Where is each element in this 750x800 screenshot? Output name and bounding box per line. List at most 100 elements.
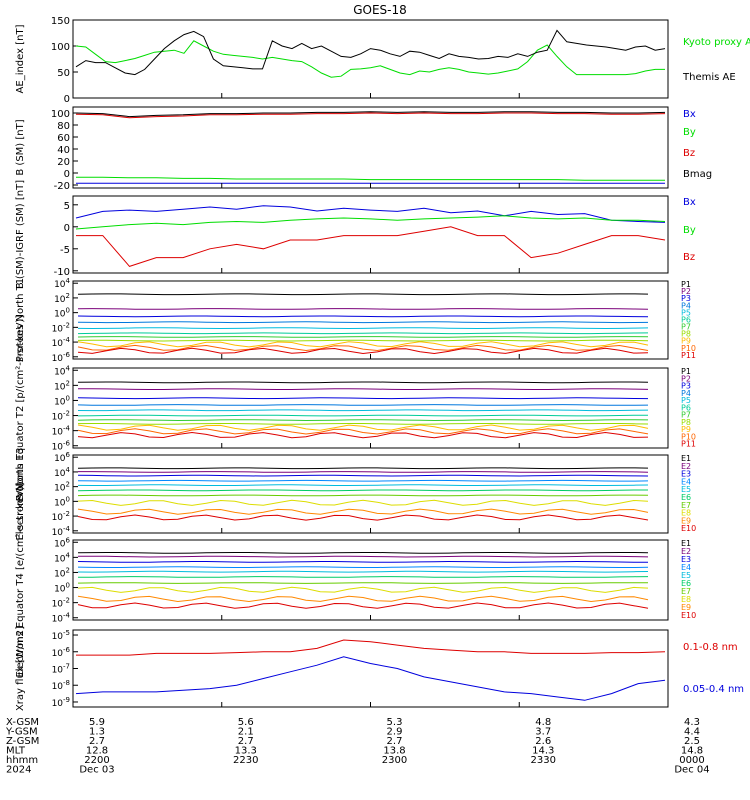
panel-frame [72,106,669,189]
legend-entry: P11 [681,440,696,449]
legend-entry: Bx [683,197,696,208]
x-axis-value: 2.9 [387,727,403,738]
y-tick-label: 10-7 [52,663,70,676]
flux-line [77,586,649,593]
legend-entry: E9 [681,516,691,525]
x-axis-value: Dec 04 [674,765,709,776]
y-axis-label: AE_index [nT] [15,24,26,93]
x-axis-row-label: X-GSM [6,717,39,728]
y-axis-label: B (SM)-IGRF (SM) [nT] [15,180,26,289]
x-axis-value: 3.7 [535,727,551,738]
y-tick-label: 104 [54,277,70,290]
y-tick-label: 102 [54,566,70,579]
legend-entry: 0.05-0.4 nm [683,684,744,695]
y-tick-label: 5 [64,201,70,212]
flux-line [77,582,649,584]
y-tick-label: 150 [51,16,70,27]
legend-entry: E1 [681,539,691,548]
legend-entry: E10 [681,524,696,533]
flux-line [77,484,649,486]
chart-title: GOES-18 [353,3,407,17]
y-tick-label: 100 [54,307,70,320]
y-tick-label: 104 [54,551,70,564]
flux-line [77,424,649,431]
x-axis-value: 4.8 [535,717,551,728]
flux-line [77,423,649,425]
series-line-0-05-0-4-nm [75,656,666,701]
flux-line [77,381,649,384]
flux-line [77,602,649,609]
legend-entry: P8 [681,418,691,427]
legend-entry: P10 [681,432,696,441]
y-tick-label: 80 [57,121,70,132]
legend-entry: Bz [683,252,695,263]
y-tick-label: -5 [60,245,70,256]
x-axis-value: 12.8 [86,746,108,757]
flux-line [77,308,649,310]
flux-line [77,339,649,342]
legend-entry: P5 [681,396,691,405]
flux-line [77,474,649,477]
series-line-0-1-0-8-nm [76,639,666,656]
flux-line [77,409,649,412]
flux-line [77,489,648,492]
legend-entry: P7 [681,323,691,332]
legend-entry: P3 [681,382,691,391]
flux-line [77,428,649,435]
flux-line [77,494,649,497]
flux-line [77,336,649,338]
y-tick-label: 102 [54,292,70,305]
x-axis-row-label: MLT [6,746,26,757]
x-axis-value: Dec 03 [79,765,114,776]
legend-entry: E3 [681,555,691,564]
x-axis-value: 2.6 [535,736,551,747]
flux-line [78,471,649,473]
y-tick-label: 100 [54,495,70,508]
legend-entry: P6 [681,403,691,412]
y-tick-label: 100 [51,109,70,120]
y-tick-label: 10-2 [52,321,70,334]
x-axis-value: 2.7 [238,736,254,747]
y-tick-label: 20 [57,157,70,168]
panel-bigrf: B (SM)-IGRF (SM) [nT] -10 -5 0 5 Bx By Bz [15,180,696,289]
legend-entry: 0.1-0.8 nm [683,642,738,653]
x-axis-value: 5.6 [238,717,254,728]
series-line-bx [75,205,666,223]
legend-entry: P11 [681,351,696,360]
series-line-themis-ae [75,29,666,76]
x-axis-value: 2200 [84,755,109,766]
panel-p2: Protons Equator T2 [p/(cm²-s-sr-keV)] 10-… [15,315,696,502]
legend-entry: P7 [681,411,691,420]
flux-line [77,404,649,406]
flux-line [77,315,649,318]
panel-frame [72,19,669,99]
legend-entry: Themis AE [682,72,736,83]
y-tick-label: 10-9 [52,696,70,709]
x-axis-value: 13.8 [383,746,405,757]
legend-entry: P2 [681,374,691,383]
series-line-kyoto-proxy-ae [75,40,665,78]
flux-line [77,552,649,554]
legend-entry: P9 [681,337,691,346]
y-tick-label: 10-6 [52,646,71,659]
y-tick-label: 10-8 [52,679,70,692]
y-tick-label: 50 [57,68,70,79]
series-line-bz [76,226,666,267]
panel-e2: Electrons Equator T4 [e/(cm²-s-sr-keV)] 1… [15,482,696,677]
x-axis-value: 14.8 [681,746,703,757]
y-tick-label: 10-2 [52,410,70,423]
legend-entry: P3 [681,294,691,303]
legend-entry: E5 [681,485,691,494]
legend-entry: P1 [681,280,691,289]
legend-entry: P4 [681,301,691,310]
y-axis-label: Protons North T1 [15,278,26,362]
legend-entry: E2 [681,462,691,471]
x-axis-value: 1.3 [89,727,105,738]
y-tick-label: 10-5 [52,629,70,642]
x-axis-value: 5.3 [387,717,403,728]
flux-line [77,595,649,603]
legend-entry: P1 [681,367,691,376]
legend-entry: E6 [681,493,691,502]
x-axis-row-label: hhmm [6,755,38,766]
y-tick-label: 100 [51,42,70,53]
